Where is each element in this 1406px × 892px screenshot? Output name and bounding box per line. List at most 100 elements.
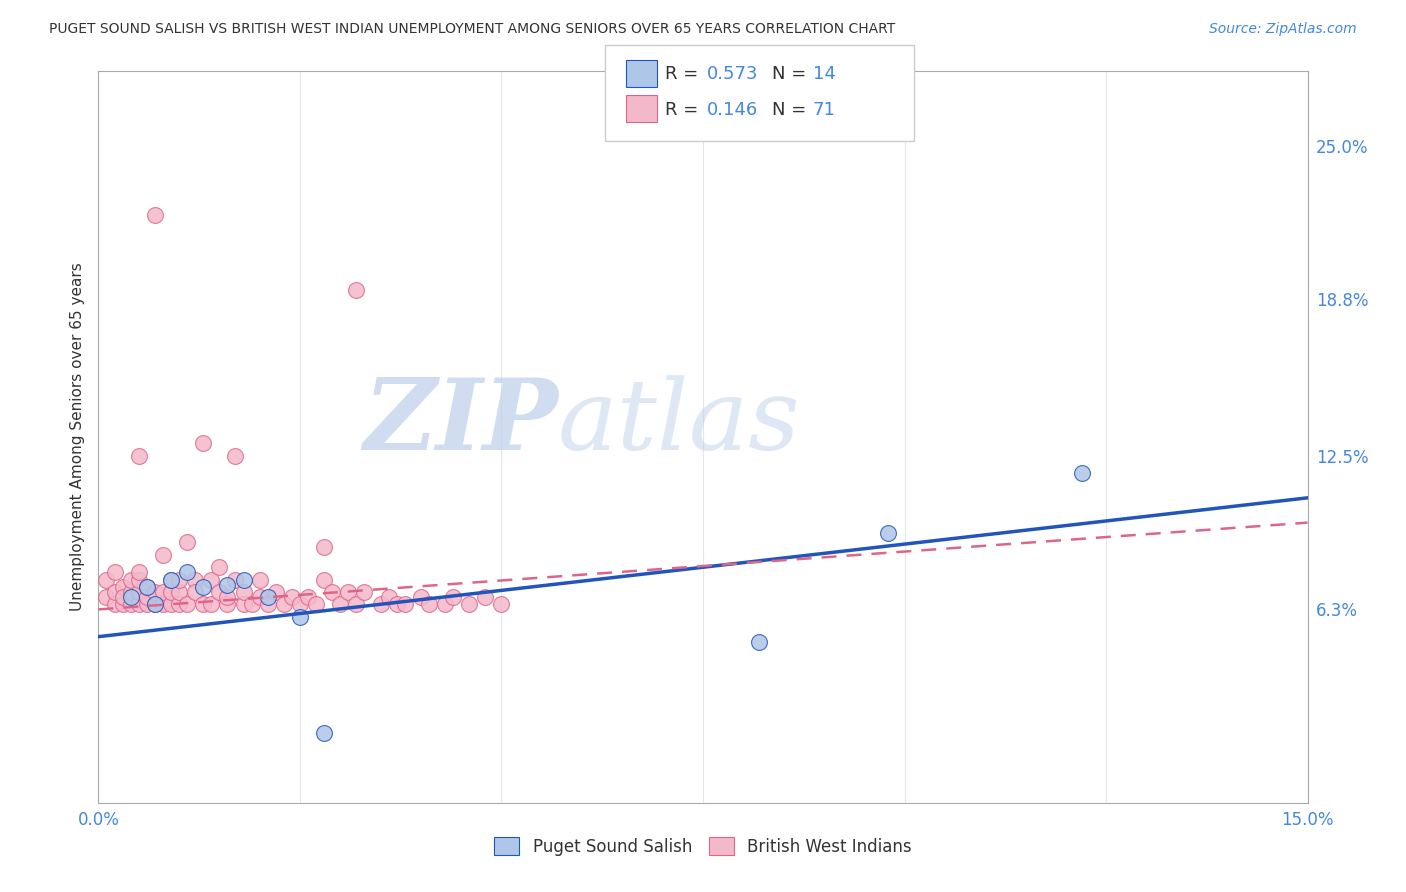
Point	[441, 590, 464, 604]
Point	[240, 598, 263, 612]
Point	[249, 573, 271, 587]
Point	[200, 598, 222, 612]
Point	[120, 598, 142, 612]
Point	[193, 598, 215, 612]
Point	[232, 573, 254, 587]
Point	[224, 449, 246, 463]
Point	[208, 560, 231, 574]
Point	[184, 573, 207, 587]
Point	[409, 590, 432, 604]
Point	[305, 598, 328, 612]
Point	[344, 598, 367, 612]
Point	[314, 573, 336, 587]
Point	[297, 590, 319, 604]
Point	[143, 598, 166, 612]
Point	[103, 598, 125, 612]
Point	[370, 598, 392, 612]
Point	[193, 436, 215, 450]
Text: N =: N =	[772, 101, 811, 119]
Point	[96, 573, 118, 587]
Text: 14: 14	[813, 65, 835, 83]
Point	[394, 598, 416, 612]
Point	[877, 525, 900, 540]
Point	[176, 565, 198, 579]
Point	[491, 598, 513, 612]
Point	[184, 585, 207, 599]
Point	[96, 590, 118, 604]
Point	[434, 598, 457, 612]
Point	[128, 573, 150, 587]
Point	[256, 590, 278, 604]
Point	[152, 598, 174, 612]
Point	[143, 598, 166, 612]
Point	[385, 598, 408, 612]
Point	[128, 565, 150, 579]
Point	[120, 573, 142, 587]
Point	[167, 585, 190, 599]
Point	[377, 590, 399, 604]
Text: N =: N =	[772, 65, 811, 83]
Point	[152, 585, 174, 599]
Point	[264, 585, 287, 599]
Point	[111, 598, 134, 612]
Point	[314, 726, 336, 740]
Point	[224, 573, 246, 587]
Point	[111, 590, 134, 604]
Point	[160, 573, 183, 587]
Point	[128, 449, 150, 463]
Point	[160, 598, 183, 612]
Point	[1070, 466, 1092, 480]
Point	[176, 535, 198, 549]
Point	[135, 580, 157, 594]
Point	[103, 565, 125, 579]
Point	[120, 590, 142, 604]
Text: 71: 71	[813, 101, 835, 119]
Point	[748, 634, 770, 648]
Point	[160, 573, 183, 587]
Text: 0.573: 0.573	[707, 65, 759, 83]
Point	[314, 541, 336, 555]
Point	[217, 598, 239, 612]
Text: Source: ZipAtlas.com: Source: ZipAtlas.com	[1209, 22, 1357, 37]
Text: 0.146: 0.146	[707, 101, 758, 119]
Point	[329, 598, 352, 612]
Point	[103, 585, 125, 599]
Point	[160, 585, 183, 599]
Point	[344, 283, 367, 297]
Point	[288, 598, 311, 612]
Point	[120, 585, 142, 599]
Text: ZIP: ZIP	[363, 375, 558, 471]
Point	[128, 585, 150, 599]
Point	[176, 598, 198, 612]
Text: R =: R =	[665, 65, 704, 83]
Point	[232, 585, 254, 599]
Point	[167, 573, 190, 587]
Point	[208, 585, 231, 599]
Point	[200, 573, 222, 587]
Point	[217, 577, 239, 591]
Point	[256, 598, 278, 612]
Point	[353, 585, 375, 599]
Text: PUGET SOUND SALISH VS BRITISH WEST INDIAN UNEMPLOYMENT AMONG SENIORS OVER 65 YEA: PUGET SOUND SALISH VS BRITISH WEST INDIA…	[49, 22, 896, 37]
Point	[418, 598, 440, 612]
Point	[135, 580, 157, 594]
Point	[458, 598, 481, 612]
Text: R =: R =	[665, 101, 704, 119]
Point	[273, 598, 295, 612]
Text: atlas: atlas	[558, 375, 800, 470]
Point	[111, 580, 134, 594]
Point	[152, 548, 174, 562]
Point	[135, 598, 157, 612]
Point	[128, 598, 150, 612]
Point	[217, 590, 239, 604]
Point	[474, 590, 496, 604]
Legend: Puget Sound Salish, British West Indians: Puget Sound Salish, British West Indians	[486, 830, 920, 864]
Point	[167, 598, 190, 612]
Point	[135, 590, 157, 604]
Point	[337, 585, 360, 599]
Point	[193, 580, 215, 594]
Point	[143, 585, 166, 599]
Point	[143, 208, 166, 222]
Point	[288, 610, 311, 624]
Point	[232, 598, 254, 612]
